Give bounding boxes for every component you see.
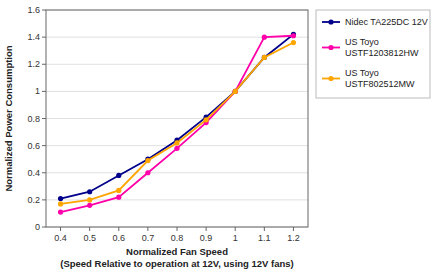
y-tick-label: 1.4 [27, 32, 40, 42]
y-tick-label: 1 [35, 86, 40, 96]
grid-line [46, 64, 308, 65]
y-tick-label: 1.2 [27, 59, 40, 69]
series-point [174, 146, 179, 151]
legend-label: Nidec TA225DC 12V [345, 17, 428, 27]
series-point [262, 55, 267, 60]
x-tick-label: 0.7 [142, 233, 155, 243]
legend-marker [328, 76, 333, 81]
x-tick [235, 227, 236, 231]
y-tick-label: 0.4 [27, 168, 40, 178]
y-tick [42, 91, 46, 92]
series-point [233, 89, 238, 94]
x-tick-label: 1 [233, 233, 238, 243]
y-tick [42, 10, 46, 11]
y-axis-label: Normalized Power Consumption [3, 45, 14, 191]
series-point [233, 89, 238, 94]
series-point [145, 158, 150, 163]
x-tick [118, 227, 119, 231]
series-point [58, 196, 63, 201]
series-point [291, 33, 296, 38]
legend-label: US ToyoUSTF1203812HW [345, 37, 419, 58]
x-tick [264, 227, 265, 231]
series-point [204, 117, 209, 122]
series-point [145, 170, 150, 175]
series-point [58, 209, 63, 214]
grid-line [46, 172, 308, 173]
grid-line [46, 91, 308, 92]
x-axis-label: Normalized Fan Speed(Speed Relative to o… [60, 246, 294, 269]
series-point [116, 188, 121, 193]
x-tick-label: 0.6 [113, 233, 126, 243]
x-tick-label: 0.8 [171, 233, 184, 243]
series-line [61, 36, 294, 212]
series-point [116, 173, 121, 178]
series-point [58, 201, 63, 206]
y-tick-label: 0.8 [27, 114, 40, 124]
y-tick [42, 118, 46, 119]
y-tick-label: 1.6 [27, 5, 40, 15]
x-tick [60, 227, 61, 231]
series-point [87, 189, 92, 194]
x-tick [206, 227, 207, 231]
y-tick [42, 145, 46, 146]
plot-frame [46, 10, 308, 227]
series-line [61, 34, 294, 198]
x-tick-label: 0.4 [54, 233, 67, 243]
x-tick-label: 0.9 [200, 233, 213, 243]
series-point [87, 203, 92, 208]
y-tick-label: 0.6 [27, 141, 40, 151]
series-point [291, 40, 296, 45]
grid-line [46, 118, 308, 119]
y-tick [42, 227, 46, 228]
x-tick [293, 227, 294, 231]
series-point [174, 140, 179, 145]
x-tick [177, 227, 178, 231]
series-point [233, 89, 238, 94]
y-tick-label: 0.2 [27, 195, 40, 205]
legend: Nidec TA225DC 12V US ToyoUSTF1203812HW US … [316, 10, 430, 98]
series-line [61, 43, 294, 204]
axes: 0.4 0.5 0.6 0.7 0.8 0.9 1 1.1 1.2 0 0.2 0.4 0.6 0.8 1 1… [27, 5, 299, 243]
x-tick-label: 0.5 [83, 233, 96, 243]
y-tick [42, 172, 46, 173]
y-tick [42, 37, 46, 38]
legend-marker [328, 45, 333, 50]
series-group [58, 32, 296, 215]
legend-marker [328, 19, 333, 24]
legend-box [316, 10, 430, 98]
series-point [262, 55, 267, 60]
chart: 0.4 0.5 0.6 0.7 0.8 0.9 1 1.1 1.2 0 0.2 0.4 0.6 0.8 1 1… [0, 0, 434, 275]
grid [46, 10, 308, 227]
legend-label: US ToyoUSTF802512MW [345, 68, 415, 89]
y-tick-label: 0 [35, 222, 40, 232]
x-tick-label: 1.2 [287, 233, 300, 243]
x-tick [89, 227, 90, 231]
y-tick [42, 199, 46, 200]
series-point [262, 35, 267, 40]
x-tick [147, 227, 148, 231]
series-point [116, 195, 121, 200]
y-tick [42, 64, 46, 65]
series-point [87, 197, 92, 202]
x-tick-label: 1.1 [258, 233, 271, 243]
